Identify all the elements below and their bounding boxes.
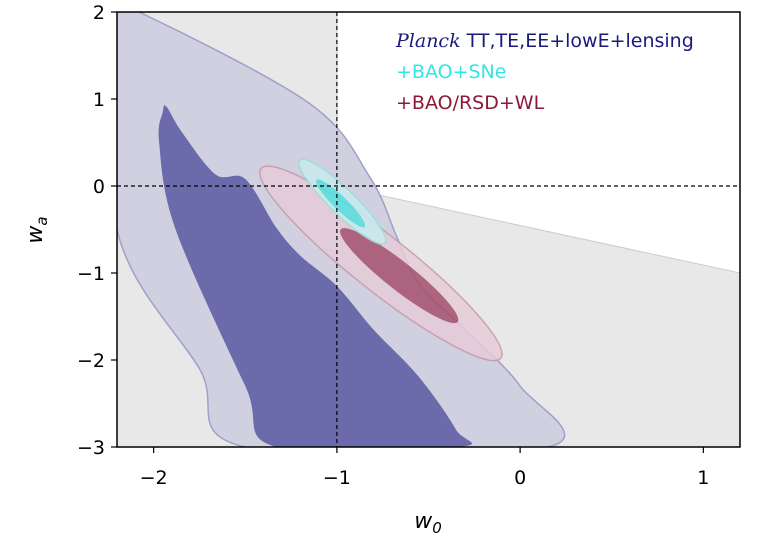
plot-area — [117, 12, 740, 447]
y-tick-label: 1 — [93, 89, 105, 111]
axes-frame — [116, 11, 741, 448]
legend-entry-text: +BAO/RSD+WL — [396, 92, 545, 114]
legend-entry: Planck TT,TE,EE+lowE+lensing — [395, 30, 694, 52]
x-tick-label: 0 — [514, 467, 526, 489]
legend: Planck TT,TE,EE+lowE+lensing +BAO+SNe +BAO… — [395, 30, 694, 114]
y-tick-label: −1 — [77, 263, 105, 285]
x-tick-label: −1 — [323, 467, 351, 489]
ticks: −2 −1 0 1 2 1 0 −1 −2 −3 — [77, 2, 709, 489]
bao-sne-contours — [298, 158, 387, 245]
y-tick-label: −3 — [77, 437, 105, 459]
y-tick-label: 2 — [93, 2, 105, 24]
legend-entry-text: TT,TE,EE+lowE+lensing — [461, 30, 694, 52]
legend-entry-italic: Planck — [395, 30, 461, 52]
legend-entry-text: +BAO+SNe — [396, 61, 506, 83]
bao-rsd-wl-contour-68 — [340, 228, 459, 324]
x-axis-label: w0 — [414, 509, 442, 537]
bao-sne-contour-68 — [315, 179, 366, 228]
y-axis-label: wa — [23, 216, 51, 243]
x-tick-label: −2 — [140, 467, 168, 489]
legend-entry: +BAO/RSD+WL — [396, 92, 545, 114]
bao-rsd-wl-contours — [259, 165, 503, 362]
y-tick-label: −2 — [77, 350, 105, 372]
planck-contour-68 — [158, 105, 473, 447]
x-tick-label: 1 — [697, 467, 709, 489]
y-tick-label: 0 — [93, 176, 105, 198]
legend-entry: +BAO+SNe — [396, 61, 506, 83]
reference-lines — [117, 12, 740, 447]
